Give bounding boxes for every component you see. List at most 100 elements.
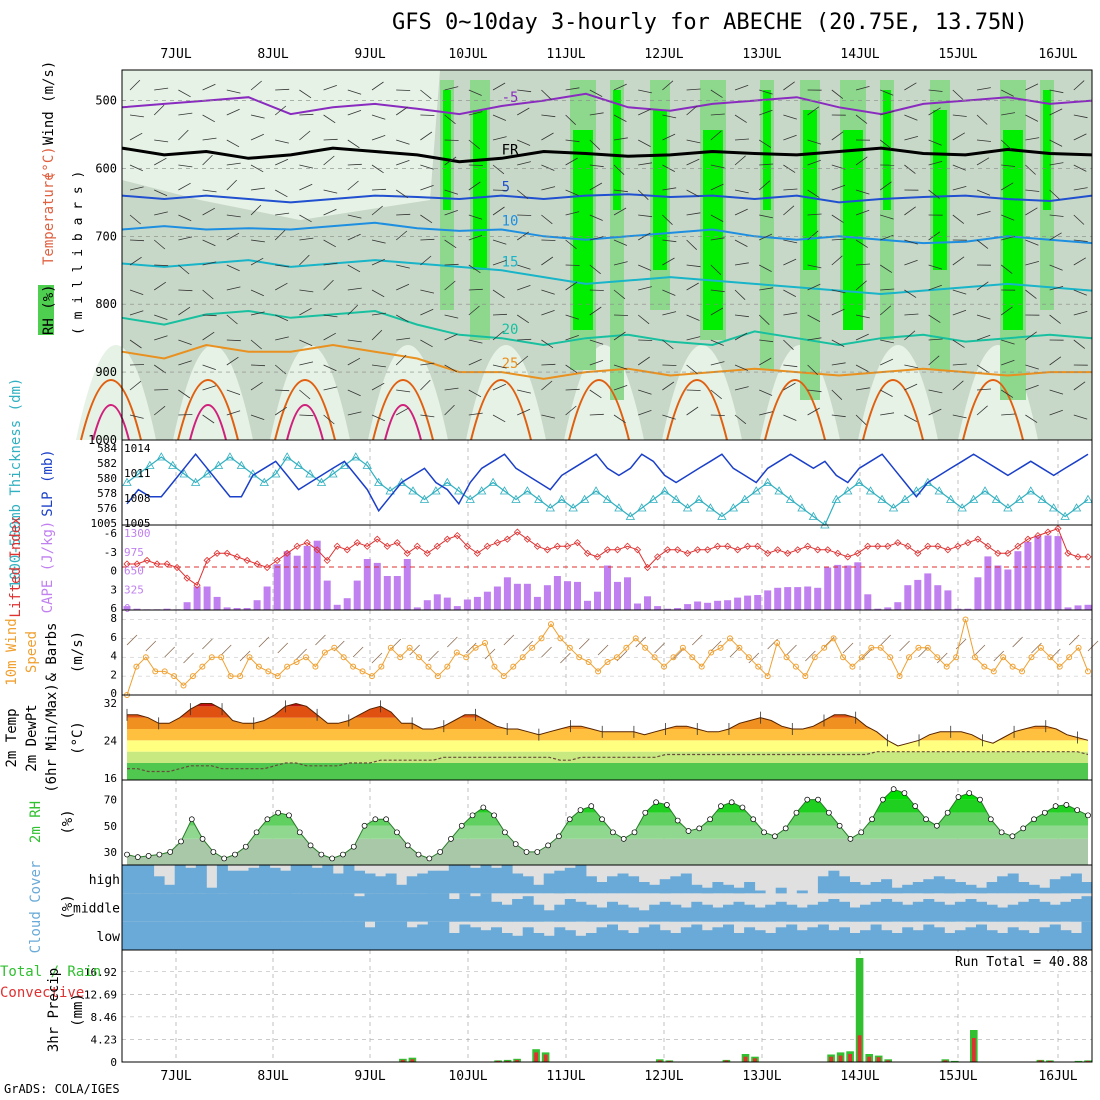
cloud-cover-cell <box>607 876 618 894</box>
thickness-marker <box>156 452 167 461</box>
wind-barb <box>976 239 989 249</box>
wind-barb <box>1049 286 1064 291</box>
wind-barb <box>831 389 843 400</box>
cloud-cover-cell <box>796 890 808 894</box>
thickness-marker <box>808 511 819 520</box>
wind-barb <box>275 389 290 392</box>
cloud-cover-cell <box>322 921 334 950</box>
wind-barb <box>662 80 674 91</box>
li-marker <box>573 539 582 547</box>
cloud-cover-cell <box>575 865 587 894</box>
wind-barb <box>371 329 383 341</box>
cloud-cover-cell <box>680 927 692 950</box>
wind10m-axis-label: 10m Wind <box>4 618 20 685</box>
cloud-cover-cell <box>765 933 777 950</box>
cloud-level-label: middle <box>73 902 120 917</box>
rh2m-marker <box>815 796 821 803</box>
rh2m-marker <box>718 803 724 810</box>
cape-bar <box>594 591 601 610</box>
wind-barb <box>880 389 893 397</box>
wind-barb <box>589 112 604 116</box>
slp-axis-label: SLP (mb) <box>40 449 56 516</box>
pressure-tick-label: 500 <box>95 94 117 108</box>
cloud-cover-cell <box>227 921 239 950</box>
wind-barb <box>734 386 749 391</box>
wind-barb <box>492 260 507 266</box>
wind-barb <box>274 406 288 416</box>
wind-barb <box>952 380 964 391</box>
tick-label: 580 <box>97 472 117 485</box>
wind-barb <box>323 314 338 318</box>
wind-barb <box>686 139 701 144</box>
wind-barb <box>178 264 190 275</box>
cloud-cover-cell <box>691 901 703 922</box>
thickness-marker <box>888 503 899 512</box>
cape-bar <box>974 577 982 610</box>
wind-barb <box>492 206 505 216</box>
wind-barb <box>396 337 411 341</box>
cloud-cover-cell <box>501 933 513 950</box>
cape-bar <box>353 580 361 610</box>
rh2m-marker <box>394 829 400 836</box>
rh2m-marker <box>955 794 962 800</box>
thickness-marker <box>190 477 201 486</box>
wind-barb <box>673 648 684 660</box>
wind-barb <box>638 139 651 147</box>
wind-barb <box>154 335 168 341</box>
wind-speed-marker <box>510 663 517 670</box>
cloud-cover-cell <box>933 927 945 950</box>
wind-barb <box>541 239 556 241</box>
wind-barb <box>783 339 794 350</box>
wind-barb <box>734 114 747 123</box>
wind-barb <box>904 414 917 422</box>
cloud-cover-cell <box>195 893 207 922</box>
wind-barb <box>638 410 652 416</box>
thickness-marker <box>865 486 876 495</box>
cloud-cover-cell <box>238 893 249 922</box>
wind-barb <box>928 139 942 146</box>
wind-barb <box>589 164 604 168</box>
isotherm-line <box>121 309 1093 347</box>
wind-barb <box>1073 339 1086 349</box>
wind-barb <box>541 289 555 295</box>
wind-barb <box>855 86 870 91</box>
wind-barb <box>492 383 506 391</box>
tick-label: -6 <box>104 527 117 540</box>
tick-label: 32 <box>104 697 117 710</box>
cape-bar <box>934 585 942 610</box>
rh2m-marker <box>491 812 497 819</box>
wind-speed-marker <box>500 673 507 680</box>
wind-barb <box>880 214 894 220</box>
cloud-cover-cell <box>354 870 365 894</box>
cloud-cover-cell <box>396 893 408 922</box>
wind-barb <box>686 105 698 116</box>
rh2m-marker <box>361 822 368 829</box>
cloud-cover-cell <box>976 901 987 922</box>
wind-barb <box>395 189 409 199</box>
cape-bar <box>954 608 962 610</box>
thickness-marker <box>1071 503 1082 512</box>
wind-barb <box>541 380 553 391</box>
thickness-marker <box>236 460 247 469</box>
thickness-marker <box>991 494 1002 503</box>
cape-bar <box>523 583 531 610</box>
wind-barb <box>347 357 361 366</box>
surface-isotherm <box>764 379 826 441</box>
wind-barb <box>565 87 580 91</box>
cloud-cover-cell <box>491 867 502 894</box>
thickness-marker <box>133 469 144 478</box>
cloud-cover-cell <box>227 893 239 922</box>
cloud-cover-cell <box>733 887 745 894</box>
cloud-cover-cell <box>522 876 534 894</box>
precip-convective-bar <box>857 1035 862 1062</box>
thickness-marker <box>740 494 750 503</box>
cloud-cover-cell <box>438 921 450 950</box>
wind-barb <box>952 132 966 141</box>
wind-barb <box>202 154 213 166</box>
cape-bar <box>994 565 1002 610</box>
wind-barb <box>396 407 409 416</box>
thickness-axis-label: 1000-500mb Thickness (dm) <box>8 378 24 589</box>
wind-barb <box>807 364 818 375</box>
wind-barb <box>662 257 675 266</box>
precip-convective-bar <box>410 1059 415 1062</box>
